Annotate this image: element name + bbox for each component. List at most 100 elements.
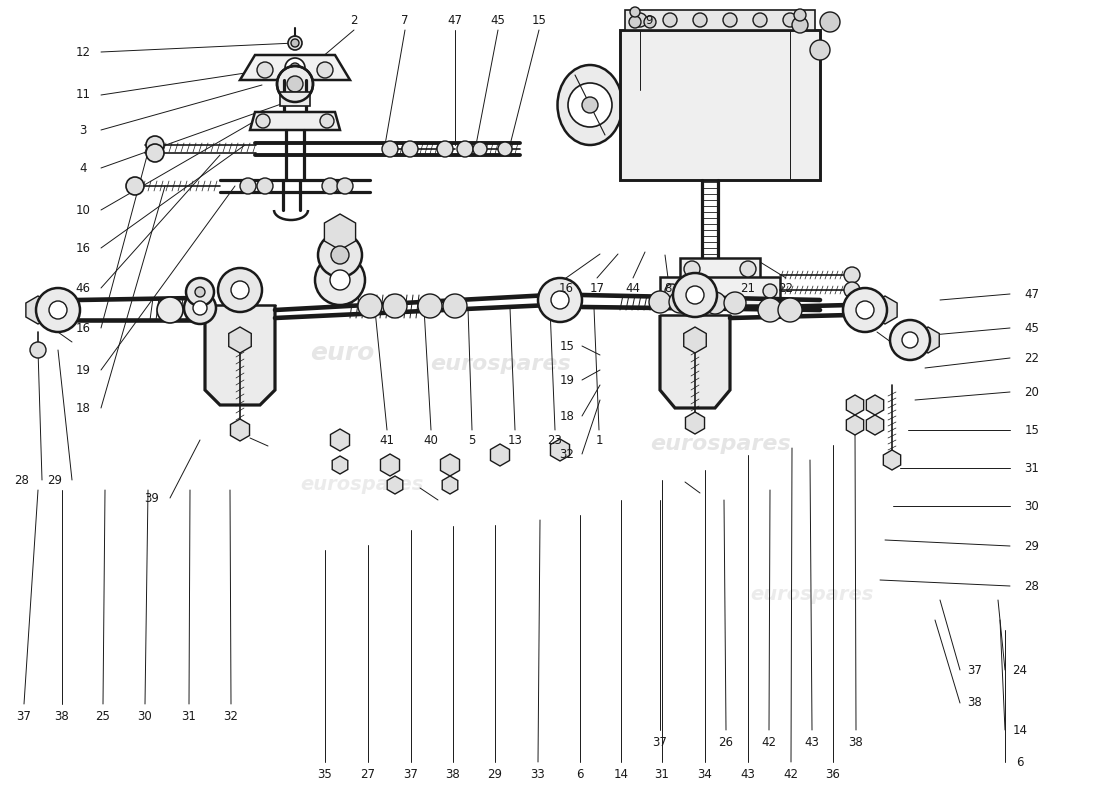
Circle shape xyxy=(437,141,453,157)
Text: 25: 25 xyxy=(96,710,110,722)
Text: 43: 43 xyxy=(804,735,820,749)
Circle shape xyxy=(498,142,512,156)
Circle shape xyxy=(723,13,737,27)
Text: 20: 20 xyxy=(1024,386,1040,398)
Text: 16: 16 xyxy=(76,242,90,254)
Circle shape xyxy=(686,286,704,304)
Text: 31: 31 xyxy=(182,710,197,722)
Text: 38: 38 xyxy=(446,767,461,781)
Circle shape xyxy=(288,36,302,50)
Circle shape xyxy=(843,288,887,332)
Circle shape xyxy=(240,178,256,194)
Text: 9: 9 xyxy=(646,14,652,26)
Circle shape xyxy=(157,297,183,323)
Circle shape xyxy=(277,66,313,102)
Text: 15: 15 xyxy=(560,339,574,353)
Circle shape xyxy=(50,301,67,319)
Text: 31: 31 xyxy=(1024,462,1040,474)
Text: eurospares: eurospares xyxy=(300,475,424,494)
Text: 41: 41 xyxy=(379,434,395,446)
Text: 32: 32 xyxy=(223,710,239,722)
Text: 22: 22 xyxy=(779,282,793,294)
Circle shape xyxy=(649,291,671,313)
Text: 26: 26 xyxy=(718,735,734,749)
Text: 45: 45 xyxy=(1024,322,1040,334)
Text: 47: 47 xyxy=(1024,287,1040,301)
Circle shape xyxy=(443,294,468,318)
Text: 16: 16 xyxy=(559,282,573,294)
Circle shape xyxy=(783,13,798,27)
Text: 15: 15 xyxy=(531,14,547,26)
Text: 24: 24 xyxy=(1012,663,1027,677)
Text: 1: 1 xyxy=(595,434,603,446)
Circle shape xyxy=(740,261,756,277)
Circle shape xyxy=(758,298,782,322)
Text: 29: 29 xyxy=(487,767,503,781)
Circle shape xyxy=(724,292,746,314)
Text: 34: 34 xyxy=(697,767,713,781)
Text: 14: 14 xyxy=(614,767,628,781)
Text: 28: 28 xyxy=(1024,579,1040,593)
Circle shape xyxy=(186,278,214,306)
Text: 29: 29 xyxy=(47,474,63,486)
Circle shape xyxy=(704,292,726,314)
Circle shape xyxy=(629,16,641,28)
Text: 37: 37 xyxy=(16,710,32,722)
Text: 42: 42 xyxy=(783,767,799,781)
Circle shape xyxy=(322,178,338,194)
Text: 16: 16 xyxy=(76,322,90,334)
Circle shape xyxy=(644,16,656,28)
Circle shape xyxy=(663,13,676,27)
Text: 37: 37 xyxy=(652,735,668,749)
Text: 18: 18 xyxy=(560,410,574,422)
Circle shape xyxy=(902,332,918,348)
Text: 39: 39 xyxy=(144,491,159,505)
Circle shape xyxy=(568,83,612,127)
Circle shape xyxy=(192,301,207,315)
Text: 14: 14 xyxy=(1012,723,1027,737)
Circle shape xyxy=(418,294,442,318)
Text: 19: 19 xyxy=(560,374,574,386)
Circle shape xyxy=(538,278,582,322)
Text: eurospares: eurospares xyxy=(650,434,791,454)
Text: 35: 35 xyxy=(318,767,332,781)
Text: 30: 30 xyxy=(138,710,153,722)
Circle shape xyxy=(320,114,334,128)
Text: 22: 22 xyxy=(1024,351,1040,365)
Text: 18: 18 xyxy=(76,402,90,414)
Bar xyxy=(660,277,780,305)
Polygon shape xyxy=(250,112,340,130)
Text: 6: 6 xyxy=(576,767,584,781)
Text: 44: 44 xyxy=(626,282,640,294)
Circle shape xyxy=(754,13,767,27)
Polygon shape xyxy=(240,55,350,80)
Text: 13: 13 xyxy=(507,434,522,446)
Circle shape xyxy=(330,270,350,290)
Circle shape xyxy=(36,288,80,332)
Text: 43: 43 xyxy=(740,767,756,781)
Circle shape xyxy=(317,62,333,78)
Text: 21: 21 xyxy=(740,282,756,294)
Circle shape xyxy=(630,7,640,17)
Text: 15: 15 xyxy=(1024,423,1040,437)
Circle shape xyxy=(218,268,262,312)
Circle shape xyxy=(315,255,365,305)
Circle shape xyxy=(257,178,273,194)
Text: 17: 17 xyxy=(590,282,605,294)
Circle shape xyxy=(383,294,407,318)
Circle shape xyxy=(318,233,362,277)
Text: 27: 27 xyxy=(361,767,375,781)
Text: 32: 32 xyxy=(560,447,574,461)
Circle shape xyxy=(632,13,647,27)
Text: 10: 10 xyxy=(76,203,90,217)
Circle shape xyxy=(331,246,349,264)
Circle shape xyxy=(844,282,860,298)
Circle shape xyxy=(290,63,300,73)
Circle shape xyxy=(778,298,802,322)
Text: 12: 12 xyxy=(76,46,90,58)
Text: 38: 38 xyxy=(848,735,864,749)
Text: eurospares: eurospares xyxy=(750,585,873,604)
Text: 40: 40 xyxy=(424,434,439,446)
Circle shape xyxy=(30,342,46,358)
Text: 29: 29 xyxy=(1024,539,1040,553)
